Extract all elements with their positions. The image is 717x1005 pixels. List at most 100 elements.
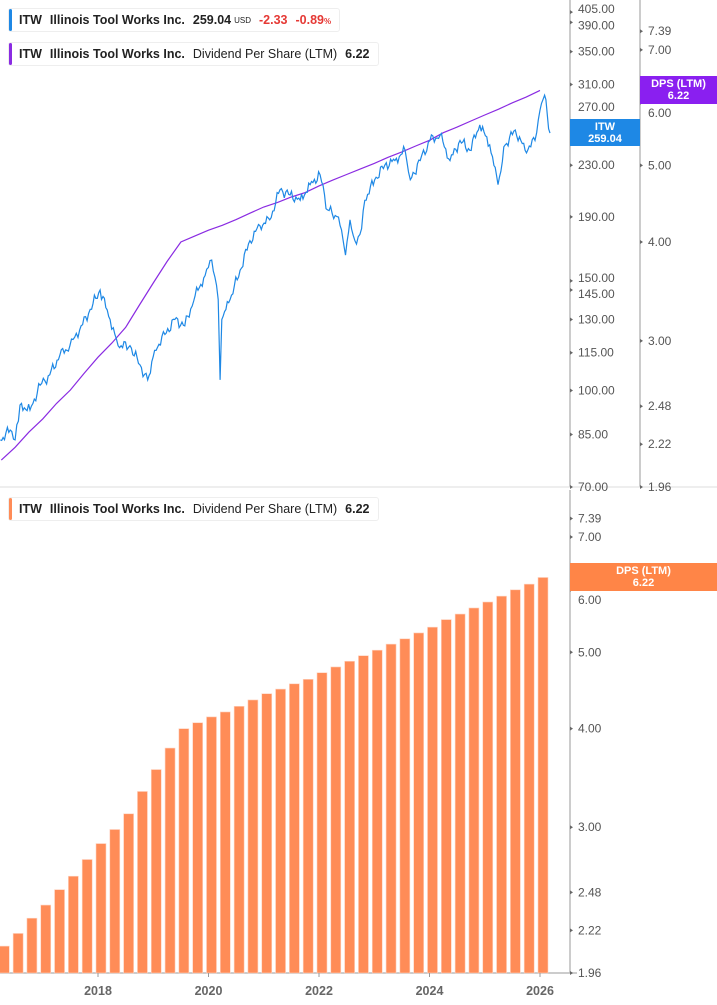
dps-bar — [399, 638, 411, 974]
dps-bar — [68, 875, 79, 974]
dps-bar — [178, 728, 190, 974]
dps-bar — [40, 904, 52, 974]
dps-tick-label: 3.00 — [648, 334, 672, 348]
price-tick-label-mark — [570, 214, 573, 219]
dps-tick-label: 7.00 — [648, 43, 672, 57]
price-tick-label: 405.00 — [578, 2, 615, 16]
price-tick-label-mark — [570, 317, 573, 322]
legend-change: -2.33 — [259, 13, 288, 27]
dps-bar — [95, 843, 107, 974]
dps-bottom-tick-label: 1.96 — [578, 966, 602, 980]
dps-bottom-tick-label: 7.00 — [578, 530, 602, 544]
dps-bar — [206, 716, 217, 974]
dps-bar — [289, 683, 300, 974]
dps-bar — [330, 666, 342, 974]
dps-bar — [537, 577, 549, 974]
legend-color-bar — [9, 498, 12, 520]
price-tick-label: 230.00 — [578, 158, 615, 172]
dps-tick-label-mark — [640, 485, 643, 489]
price-tick-label-mark — [570, 10, 573, 15]
dps-tick-label-mark — [640, 29, 643, 34]
dps-bar — [81, 859, 93, 974]
price-tick-label-mark — [570, 163, 573, 168]
dps-bar — [371, 649, 383, 974]
dps-tick-label-mark — [640, 47, 643, 52]
legend-price-value: 259.04 — [192, 13, 232, 27]
dps-bottom-tick-label: 2.22 — [578, 923, 602, 937]
dps-tick-label: 2.22 — [648, 437, 672, 451]
price-tick-label-mark — [570, 288, 573, 293]
dps-tick-label-mark — [640, 338, 643, 343]
x-tick-label: 2020 — [195, 984, 223, 998]
dps-tick-label: 4.00 — [648, 235, 672, 249]
dps-tick-label: 7.39 — [648, 24, 672, 38]
legend-dps-bottom[interactable]: ITW Illinois Tool Works Inc. Dividend Pe… — [8, 497, 379, 521]
dps-bottom-tick-label-mark — [570, 535, 573, 540]
price-tick-label-mark — [570, 20, 573, 25]
price-tick-label: 145.00 — [578, 287, 615, 301]
legend-metric: Dividend Per Share (LTM) — [192, 47, 338, 61]
dps-bar — [454, 613, 466, 974]
price-tick-label: 150.00 — [578, 271, 615, 285]
legend-metric: Dividend Per Share (LTM) — [192, 502, 338, 516]
dps-tick-label-mark — [640, 442, 643, 447]
dps-bar — [482, 601, 494, 974]
price-tag-ticker: ITW — [594, 121, 616, 133]
dps-tag-value: 6.22 — [632, 577, 655, 589]
dps-bar — [247, 699, 259, 974]
dps-bar — [413, 632, 424, 974]
dps-tick-label-mark — [640, 240, 643, 245]
legend-price[interactable]: ITW Illinois Tool Works Inc. 259.04 USD … — [8, 8, 341, 32]
price-tick-label: 270.00 — [578, 100, 615, 114]
price-tick-label: 390.00 — [578, 18, 615, 32]
price-tick-label: 100.00 — [578, 384, 615, 398]
legend-currency: USD — [234, 15, 252, 25]
legend-company: Illinois Tool Works Inc. — [49, 47, 185, 61]
price-tick-label-mark — [570, 278, 573, 283]
dps-bar — [220, 711, 231, 974]
dps-bar — [510, 589, 521, 974]
dps-bottom-tick-label-mark — [570, 928, 573, 933]
x-tick-label: 2022 — [305, 984, 333, 998]
dps-tick-label-mark — [640, 163, 643, 168]
dps-bottom-tick-label: 6.00 — [578, 593, 602, 607]
dps-bottom-tick-label: 7.39 — [578, 511, 602, 525]
dps-bar — [441, 619, 452, 974]
price-tick-label: 350.00 — [578, 45, 615, 59]
dps-bar — [0, 945, 10, 974]
legend-color-bar — [9, 43, 12, 65]
dps-bar — [302, 679, 314, 974]
dps-bar — [496, 595, 507, 974]
dps-bar — [109, 829, 121, 974]
dps-bar — [123, 813, 134, 974]
pct-sign: % — [324, 17, 332, 26]
dps-bottom-tick-label-mark — [570, 971, 573, 975]
legend-color-bar — [9, 9, 12, 31]
price-tick-label-mark — [570, 485, 573, 489]
dps-bottom-tick-label: 3.00 — [578, 820, 602, 834]
price-tag: ITW 259.04 — [570, 119, 640, 146]
dps-bar — [385, 643, 397, 974]
dps-tick-label: 1.96 — [648, 480, 672, 494]
price-tick-label: 115.00 — [578, 346, 614, 360]
x-tick-label: 2024 — [416, 984, 444, 998]
x-tick-label: 2018 — [84, 984, 112, 998]
legend-company: Illinois Tool Works Inc. — [49, 13, 185, 27]
legend-ticker: ITW — [19, 47, 42, 61]
dps-tick-label: 2.48 — [648, 399, 672, 413]
price-tick-label-mark — [570, 388, 573, 393]
dps-bar — [233, 706, 245, 974]
dps-tick-label-mark — [640, 404, 643, 409]
x-tick-label: 2026 — [526, 984, 554, 998]
dps-bar — [316, 672, 328, 974]
legend-ticker: ITW — [19, 13, 42, 27]
legend-dps-top[interactable]: ITW Illinois Tool Works Inc. Dividend Pe… — [8, 42, 379, 66]
dps-bottom-tick-label: 2.48 — [578, 885, 602, 899]
price-tick-label: 85.00 — [578, 427, 608, 441]
price-tag-value: 259.04 — [588, 133, 622, 145]
dps-bar — [344, 660, 355, 974]
legend-value: 6.22 — [345, 47, 370, 61]
price-line — [0, 93, 551, 442]
